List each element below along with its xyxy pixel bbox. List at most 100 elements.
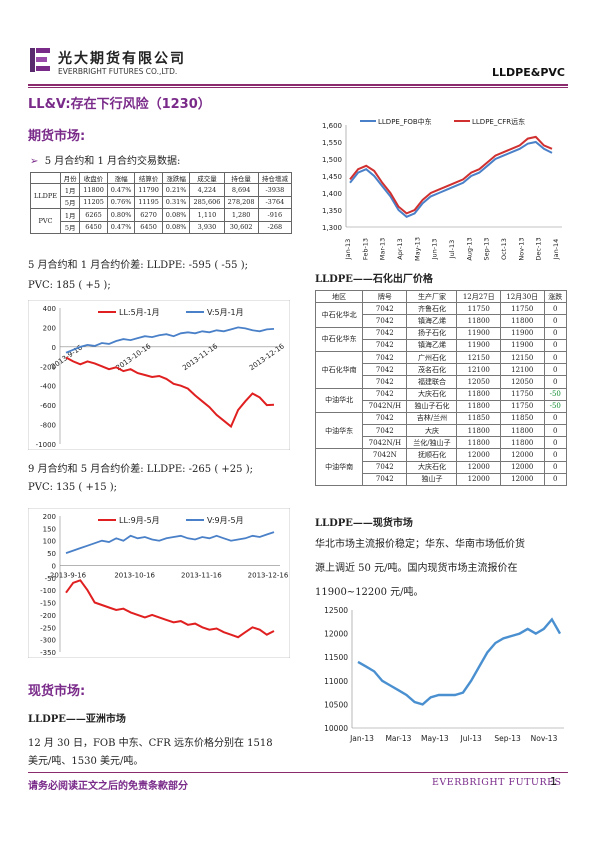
table-cell: 12100 <box>456 363 501 377</box>
x-tick-label: Apr-13 <box>396 238 404 259</box>
table-row: 7042 大庆石化 12000 12000 0 <box>316 460 568 474</box>
x-tick-label: Jun-13 <box>431 239 439 261</box>
x-tick-label: Jan-14 <box>552 239 560 261</box>
y-tick-label: -100 <box>40 587 56 595</box>
x-tick-label: 2013-12-16 <box>248 571 289 579</box>
table-header: 持仓增减 <box>257 172 293 184</box>
table-cell: 吉林/兰州 <box>406 411 458 426</box>
legend-label: V:5月-1月 <box>207 308 244 317</box>
table-cell: 0 <box>543 314 568 328</box>
table-cell: 5月 <box>59 195 81 209</box>
y-tick-label: 1,600 <box>322 122 342 130</box>
spot-market-text-3: 11900~12200 元/吨。 <box>315 587 424 598</box>
table-header-row: 月份 收盘价 涨幅 结算价 涨跌幅 成交量 持仓量 持仓增减 <box>30 172 293 184</box>
table-cell: 7042 <box>362 472 408 487</box>
table-cell: 12150 <box>456 350 501 365</box>
table-cell: -50 <box>543 399 568 413</box>
table-cell: 30,602 <box>223 220 259 234</box>
y-tick-label: -250 <box>40 624 56 632</box>
table-cell: 0 <box>543 436 568 450</box>
y-tick-label: -1000 <box>36 441 56 449</box>
fob-cfr-price-chart: 1,6001,5501,5001,4501,4001,3501,300Jan-1… <box>312 115 570 265</box>
x-tick-label: Jul-13 <box>460 734 483 743</box>
table-cell: 11800 <box>500 424 545 438</box>
pvc-series-line <box>65 531 275 554</box>
table-cell: 6450 <box>134 220 163 234</box>
table-cell: 0.31% <box>161 195 191 209</box>
table-cell: LLDPE <box>30 183 61 209</box>
table-cell: 0.08% <box>161 208 191 222</box>
arrow-bullet-icon: ➢ <box>30 156 39 167</box>
table-header: 12月30日 <box>500 289 545 304</box>
cfr-series-line <box>349 135 553 215</box>
table-cell: 11800 <box>500 436 545 450</box>
table-row: 5月 6450 0.47% 6450 0.08% 3,930 30,602 -2… <box>31 220 293 234</box>
table-cell: 7042N/H <box>362 436 408 450</box>
table-cell: 0.76% <box>106 195 136 209</box>
y-tick-label: 400 <box>43 305 56 313</box>
y-tick-label: -800 <box>40 422 56 430</box>
table-cell: -3938 <box>257 183 293 197</box>
spot-market-text-1: 华北市场主流报价稳定；华东、华南市场低价货 <box>315 539 525 550</box>
y-tick-label: 10500 <box>324 700 348 709</box>
y-tick-label: 1,300 <box>322 224 342 232</box>
table-cell: 大庆 <box>406 424 458 438</box>
table-cell: 镇海乙烯 <box>406 314 458 328</box>
region-cell: 中石化华东 <box>314 326 364 352</box>
table-cell: 11850 <box>456 411 501 426</box>
table-cell: 0 <box>543 375 568 389</box>
spread2-line2: PVC: 135 ( +15 ); <box>28 482 118 493</box>
table-cell: 7042 <box>362 363 408 377</box>
table-cell: 7042 <box>362 411 408 426</box>
table-cell: 12000 <box>456 460 501 474</box>
report-title: LL&V:存在下行风险（1230） <box>28 97 211 112</box>
table-cell: 福建联合 <box>406 375 458 389</box>
table-cell: 11800 <box>456 387 501 401</box>
y-tick-label: 200 <box>43 513 56 521</box>
futures-bullet-text: 5 月合约和 1 月合约交易数据: <box>44 156 181 167</box>
y-tick-label: 150 <box>43 525 56 533</box>
table-cell: -3764 <box>257 195 293 209</box>
y-tick-label: 1,500 <box>322 156 342 164</box>
table-header: 生产厂家 <box>406 289 458 304</box>
y-tick-label: -150 <box>40 600 56 608</box>
y-tick-label: 0 <box>52 562 56 570</box>
region-cell: 中油华南 <box>314 448 364 486</box>
table-cell: 11800 <box>456 436 501 450</box>
table-header: 12月27日 <box>456 289 501 304</box>
table-cell: 12000 <box>500 460 545 474</box>
table-cell: 7042 <box>362 338 408 352</box>
legend-label: LL:5月-1月 <box>119 308 160 317</box>
table-cell: 0 <box>543 448 568 462</box>
table-cell: 0.08% <box>161 220 191 234</box>
company-name-cn: 光大期货有限公司 <box>58 51 186 67</box>
x-tick-label: Mar-13 <box>379 238 387 260</box>
table-cell: -268 <box>257 220 293 234</box>
region-cell: 中油华东 <box>314 411 364 450</box>
x-tick-label: Nov-13 <box>517 237 525 260</box>
futures-table: 月份 收盘价 涨幅 结算价 涨跌幅 成交量 持仓量 持仓增减 LLDPE 1月 … <box>30 172 293 234</box>
spread1-line2: PVC: 185 ( +5 ); <box>28 280 111 291</box>
x-tick-label: Aug-13 <box>465 237 473 260</box>
table-cell: 7042 <box>362 326 408 340</box>
asia-market-subheading: LLDPE——亚洲市场 <box>28 714 126 725</box>
lldpe-series-line <box>65 579 275 639</box>
table-cell: 11850 <box>500 411 545 426</box>
y-tick-label: 12500 <box>324 606 348 615</box>
table-cell: 6265 <box>79 208 108 222</box>
spot-heading: 现货市场: <box>28 684 86 699</box>
x-tick-label: May-13 <box>421 734 449 743</box>
table-cell: -916 <box>257 208 293 222</box>
table-cell: 6270 <box>134 208 163 222</box>
spot-price-line <box>357 617 562 706</box>
table-cell: 1,110 <box>189 208 225 222</box>
table-cell: PVC <box>30 208 61 234</box>
legend-label: V:9月-5月 <box>207 516 244 525</box>
x-tick-label: Jul-13 <box>448 240 456 259</box>
x-tick-label: 2013-9-16 <box>50 571 87 579</box>
table-cell: 11900 <box>500 338 545 352</box>
y-tick-label: -50 <box>45 575 56 583</box>
table-cell: 扬子石化 <box>406 326 458 340</box>
